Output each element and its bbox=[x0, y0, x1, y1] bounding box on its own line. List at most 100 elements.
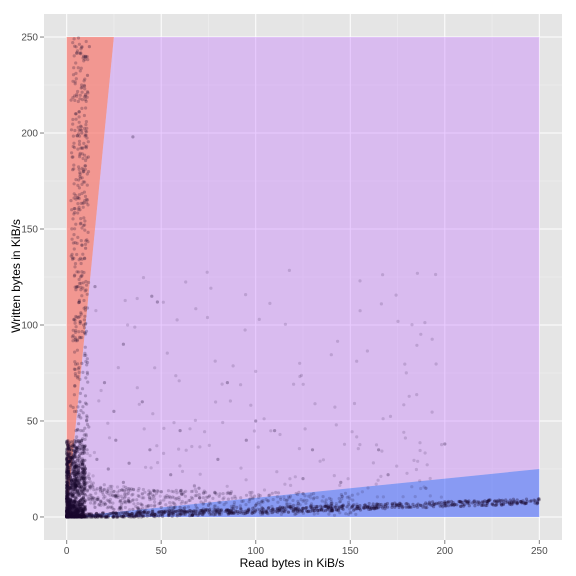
data-point bbox=[142, 510, 146, 514]
data-point bbox=[412, 458, 416, 462]
data-point bbox=[178, 505, 182, 509]
data-point bbox=[261, 512, 265, 516]
data-point bbox=[80, 45, 84, 49]
data-point bbox=[477, 500, 481, 504]
data-point bbox=[79, 52, 83, 56]
data-point bbox=[65, 515, 69, 519]
data-point bbox=[142, 514, 146, 518]
data-point bbox=[65, 514, 69, 518]
data-point bbox=[103, 515, 107, 519]
data-point bbox=[434, 362, 438, 366]
data-point bbox=[258, 494, 262, 498]
data-point bbox=[76, 89, 80, 94]
data-point bbox=[167, 512, 171, 516]
data-point bbox=[70, 505, 74, 509]
data-point bbox=[73, 452, 77, 456]
data-point bbox=[83, 515, 87, 519]
data-point bbox=[337, 496, 341, 501]
data-point bbox=[74, 112, 78, 116]
data-point bbox=[81, 510, 85, 514]
data-point bbox=[112, 507, 116, 511]
data-point bbox=[75, 458, 80, 462]
data-point bbox=[239, 507, 243, 511]
data-point bbox=[80, 128, 84, 132]
data-point bbox=[401, 505, 405, 509]
data-point bbox=[131, 135, 135, 139]
data-point bbox=[311, 497, 316, 501]
data-point bbox=[150, 493, 154, 497]
data-point bbox=[73, 94, 77, 98]
data-point bbox=[76, 183, 80, 187]
data-point bbox=[72, 491, 76, 496]
data-point bbox=[124, 514, 128, 518]
data-point bbox=[73, 350, 77, 354]
data-point bbox=[85, 73, 90, 77]
data-point bbox=[65, 510, 69, 514]
data-point bbox=[69, 511, 73, 515]
data-point bbox=[78, 509, 82, 513]
data-point bbox=[284, 498, 288, 503]
data-point bbox=[126, 499, 130, 503]
data-point bbox=[330, 506, 334, 511]
data-point bbox=[355, 359, 359, 363]
data-point bbox=[340, 504, 344, 509]
data-point bbox=[74, 512, 78, 516]
data-point bbox=[83, 289, 87, 293]
data-point bbox=[77, 447, 81, 451]
data-point bbox=[190, 513, 194, 518]
data-point bbox=[75, 515, 79, 519]
data-point bbox=[116, 515, 120, 519]
data-point bbox=[142, 427, 146, 431]
data-point bbox=[85, 95, 89, 99]
data-point bbox=[85, 90, 90, 94]
data-point bbox=[91, 485, 95, 489]
data-point bbox=[104, 515, 108, 519]
data-point bbox=[167, 509, 171, 513]
data-point bbox=[463, 503, 467, 507]
data-point bbox=[116, 495, 120, 500]
data-point bbox=[75, 479, 79, 483]
data-point bbox=[67, 500, 71, 504]
data-point bbox=[76, 125, 80, 129]
data-point bbox=[309, 496, 313, 500]
data-point bbox=[65, 458, 69, 462]
data-point bbox=[312, 512, 316, 516]
data-point bbox=[110, 506, 114, 510]
data-point bbox=[65, 512, 69, 516]
data-point bbox=[240, 499, 244, 503]
data-point bbox=[282, 495, 286, 499]
data-point bbox=[418, 441, 422, 445]
data-point bbox=[144, 465, 148, 469]
data-point bbox=[80, 515, 84, 519]
data-point bbox=[291, 509, 296, 513]
data-point bbox=[66, 508, 70, 512]
data-point bbox=[406, 503, 411, 507]
data-point bbox=[183, 506, 187, 510]
data-point bbox=[75, 49, 80, 53]
data-point bbox=[83, 314, 87, 318]
data-point bbox=[84, 477, 88, 481]
data-point bbox=[82, 451, 86, 455]
data-point bbox=[371, 502, 375, 506]
data-point bbox=[203, 509, 207, 513]
data-point bbox=[65, 509, 69, 513]
data-point bbox=[70, 515, 75, 519]
data-point bbox=[71, 504, 75, 508]
data-point bbox=[65, 494, 69, 498]
data-point bbox=[77, 301, 81, 305]
data-point bbox=[79, 66, 83, 70]
data-point bbox=[184, 489, 188, 493]
data-point bbox=[246, 510, 250, 515]
data-point bbox=[79, 477, 83, 481]
data-point bbox=[449, 503, 453, 507]
data-point bbox=[298, 503, 302, 507]
data-point bbox=[285, 503, 289, 507]
data-point bbox=[74, 511, 78, 515]
data-point bbox=[301, 499, 305, 503]
data-point bbox=[476, 503, 480, 507]
data-point bbox=[72, 500, 76, 504]
data-point bbox=[193, 511, 197, 516]
data-point bbox=[124, 485, 128, 489]
data-point bbox=[151, 509, 155, 513]
data-point bbox=[65, 515, 69, 519]
